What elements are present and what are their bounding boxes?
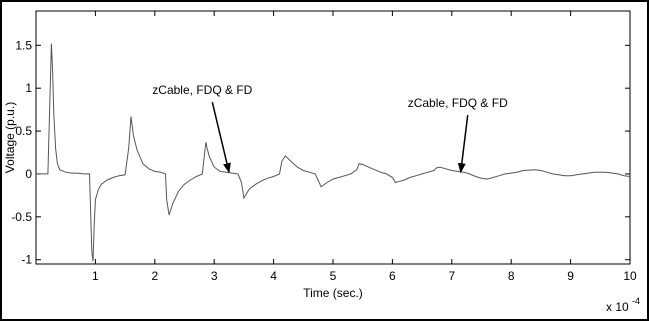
x-axis-multiplier-exponent: -4 (632, 296, 640, 306)
y-tick-label: 0.5 (15, 124, 32, 138)
x-tick-label: 4 (270, 269, 277, 283)
annotation-arrow (457, 114, 469, 174)
x-axis-multiplier: x 10 -4 (606, 296, 640, 314)
x-tick-label: 10 (623, 269, 637, 283)
x-tick-label: 3 (211, 269, 218, 283)
y-tick-labels: -1 -0.5 0 0.5 1 1.5 (11, 38, 32, 266)
annotation-label: zCable, FDQ & FD (408, 96, 508, 110)
plot-area (35, 10, 631, 265)
y-tick-label: 1 (25, 81, 32, 95)
x-tick-label: 7 (448, 269, 455, 283)
y-tick-label: 1.5 (15, 38, 32, 52)
y-axis-label: Voltage (p.u.) (3, 102, 17, 173)
x-tick-label: 6 (389, 269, 396, 283)
y-tick-label: -1 (21, 253, 32, 267)
annotation-arrow (211, 102, 231, 174)
y-tick-label: 0 (25, 167, 32, 181)
annotations: zCable, FDQ & FD zCable, FDQ & FD (152, 83, 508, 174)
series-line (36, 43, 631, 262)
x-tick-label: 5 (330, 269, 337, 283)
x-tick-labels: 1 2 3 4 5 6 7 8 9 10 (92, 269, 637, 283)
x-axis-multiplier-base: x 10 (606, 300, 629, 314)
x-axis-label: Time (sec.) (303, 286, 363, 300)
y-tick-label: -0.5 (11, 210, 32, 224)
x-tick-label: 1 (92, 269, 99, 283)
x-tick-label: 9 (567, 269, 574, 283)
x-tick-label: 2 (151, 269, 158, 283)
x-tick-label: 8 (508, 269, 515, 283)
annotation-label: zCable, FDQ & FD (152, 83, 252, 97)
